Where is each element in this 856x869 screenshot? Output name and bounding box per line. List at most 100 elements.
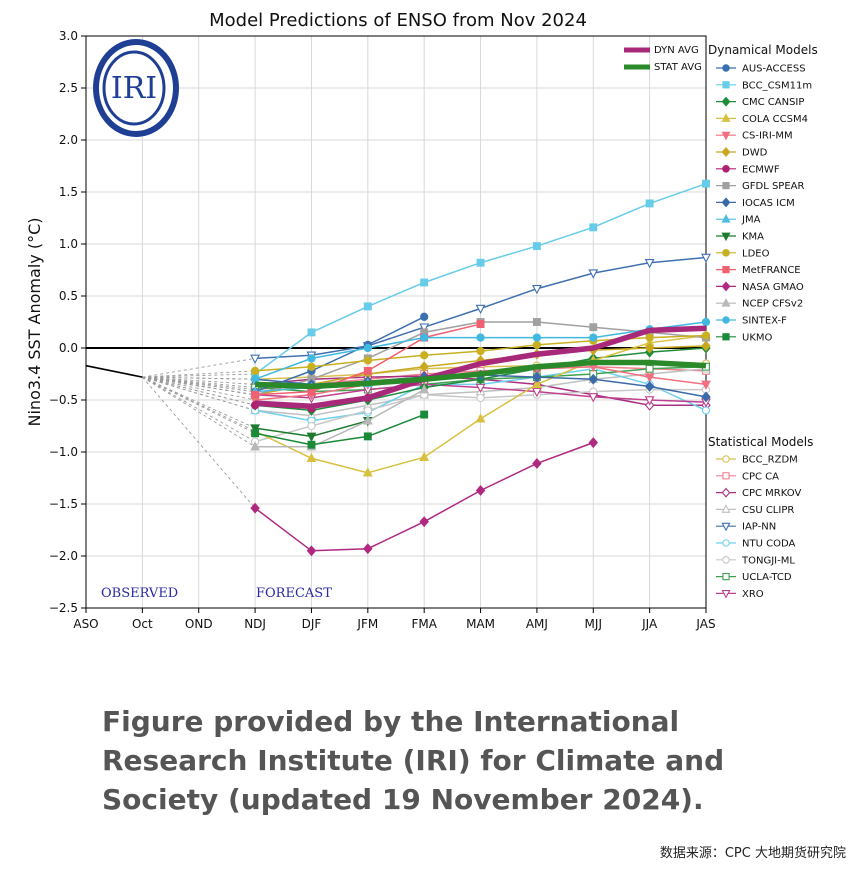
series-point — [306, 545, 317, 557]
series-connector — [142, 376, 256, 434]
x-tick-label: JAS — [695, 617, 715, 631]
series-connector — [142, 376, 256, 448]
series-connector — [142, 376, 256, 429]
series-point — [475, 304, 486, 315]
average-legend: DYN AVG STAT AVG — [624, 45, 702, 73]
series-point — [363, 366, 372, 375]
legend-label: BCC_CSM11m — [742, 80, 812, 91]
series-line — [254, 413, 425, 446]
series-point — [419, 323, 430, 333]
legend-label: ECMWF — [742, 164, 780, 175]
dynamical-legend-heading: Dynamical Models — [708, 43, 818, 57]
series-point — [532, 458, 542, 469]
series-point — [363, 343, 372, 353]
legend-label: CMC CANSIP — [742, 97, 804, 108]
series-point — [701, 317, 711, 327]
legend-marker — [721, 113, 731, 122]
legend-label: MetFRANCE — [742, 265, 801, 276]
series-point — [589, 223, 598, 232]
legend-label: AUS-ACCESS — [742, 64, 806, 75]
legend-marker — [721, 147, 731, 157]
legend-marker — [721, 197, 731, 208]
legend-label: TONGJI-ML — [741, 555, 795, 566]
legend-marker — [721, 298, 731, 307]
series-point — [532, 333, 542, 342]
x-axis-ticks: ASO Oct OND NDJ DJF JFM FMA MAM AMJ MJJ JJA JAS — [73, 608, 716, 631]
dynamical-legend: AUS-ACCESS BCC_CSM11m CMC CANSIP COLA CCSM4… — [716, 64, 812, 343]
series-point — [532, 340, 542, 350]
series-point — [645, 199, 654, 208]
series-point — [251, 429, 260, 438]
legend-marker — [721, 487, 731, 498]
series-connector — [142, 370, 256, 378]
y-tick-label: 0.5 — [59, 289, 78, 303]
legend-label: JMA — [741, 215, 761, 226]
series-point — [645, 333, 654, 342]
series-point — [476, 333, 485, 342]
statistical-legend: BCC_RZDM CPC CA CPC MRKOV CSU CLIPR IAP-NN NT… — [716, 455, 801, 600]
x-tick-label: FMA — [411, 617, 437, 631]
y-axis-ticks: 3.0 2.5 2.0 1.5 1.0 0.5 0.0 −0.5 −1.0 −1.5 −2.0 −2.… — [49, 29, 86, 615]
series-point — [250, 354, 261, 364]
legend-label: CSU CLIPR — [742, 505, 794, 516]
series-connector — [142, 376, 256, 406]
plot-frame — [85, 35, 707, 609]
x-tick-label: OND — [185, 617, 213, 631]
series-point — [701, 340, 711, 352]
series-connector — [142, 376, 256, 396]
series-point — [363, 356, 372, 365]
series-point — [476, 320, 485, 329]
series-connector — [142, 357, 256, 378]
series-point — [362, 467, 373, 477]
series-point — [363, 302, 372, 311]
legend-marker — [721, 214, 731, 223]
y-tick-label: 3.0 — [59, 29, 78, 43]
observed-line — [85, 364, 143, 378]
series-point — [532, 318, 541, 326]
legend-label: BCC_RZDM — [742, 455, 798, 466]
series-point — [420, 351, 429, 360]
legend-label: SINTEX-F — [742, 316, 787, 327]
legend-marker — [722, 316, 730, 324]
legend-marker — [721, 522, 731, 532]
legend-marker — [722, 165, 730, 173]
series-connector — [142, 376, 256, 401]
legend-marker — [721, 96, 731, 107]
x-tick-label: JJA — [641, 617, 658, 631]
series-point — [420, 333, 429, 342]
y-tick-label: −1.5 — [49, 497, 78, 511]
series-point — [531, 387, 542, 398]
legend-label: NASA GMAO — [742, 282, 804, 293]
legend-marker — [721, 281, 731, 292]
series-point — [419, 384, 430, 394]
x-tick-label: DJF — [302, 617, 322, 631]
forecast-annotation: FORECAST — [256, 586, 332, 601]
chart-title: Model Predictions of ENSO from Nov 2024 — [209, 10, 587, 31]
legend-marker — [721, 232, 731, 242]
average-series — [254, 325, 707, 409]
series-point — [307, 328, 316, 337]
series-point — [250, 375, 260, 384]
series-connector — [142, 376, 256, 385]
series-point — [476, 393, 485, 403]
figure-caption: Figure provided by the International Res… — [102, 705, 725, 816]
series-line — [255, 388, 425, 448]
legend-label: UCLA-TCD — [742, 572, 792, 583]
legend-marker — [722, 472, 730, 480]
series-point — [644, 373, 655, 383]
series-point — [363, 543, 373, 555]
logo-text: IRI — [111, 71, 157, 106]
observed-annotation: OBSERVED — [101, 586, 178, 601]
series-point — [701, 391, 711, 403]
legend-marker — [722, 455, 730, 463]
series-ukmo — [142, 376, 429, 449]
model-series — [142, 179, 711, 557]
y-axis-label: Nino3.4 SST Anomaly (°C) — [25, 218, 44, 427]
series-connector — [142, 373, 256, 378]
legend-label: KMA — [742, 232, 764, 243]
series-point — [307, 421, 316, 431]
legend-label: CS-IRI-MM — [742, 131, 793, 142]
x-tick-label: MAM — [466, 617, 495, 631]
legend-marker — [722, 539, 730, 547]
y-tick-label: 1.5 — [59, 185, 78, 199]
